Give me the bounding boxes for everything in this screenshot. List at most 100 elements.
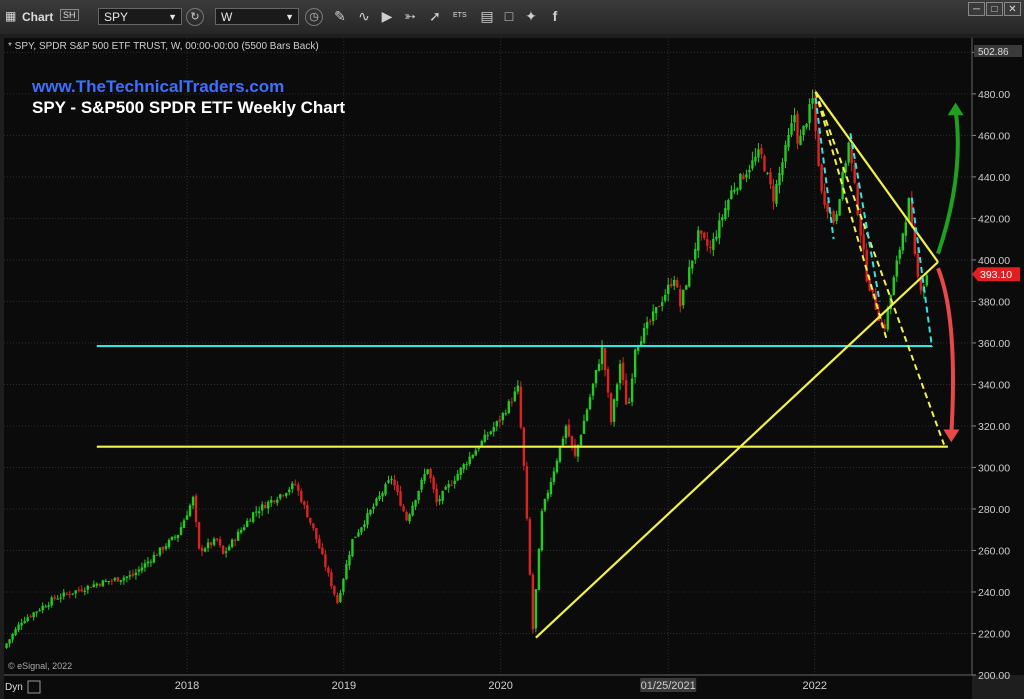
candle-body xyxy=(736,188,739,191)
candle-body xyxy=(724,208,727,219)
candle-body xyxy=(594,370,598,384)
candle-body xyxy=(772,185,775,202)
candle-body xyxy=(218,539,222,546)
candle-body xyxy=(414,500,417,507)
candle-body xyxy=(270,499,273,503)
candle-body xyxy=(850,144,853,164)
comment-icon[interactable]: □ xyxy=(504,8,514,24)
maximize-button[interactable]: □ xyxy=(986,2,1003,16)
interval-select[interactable]: W ▼ xyxy=(215,8,299,25)
candle-body xyxy=(832,211,835,223)
candle-body xyxy=(733,189,736,192)
candle-body xyxy=(321,547,324,554)
candle-body xyxy=(703,232,706,239)
candle-body xyxy=(387,480,390,483)
candle-body xyxy=(62,592,65,597)
candle-body xyxy=(802,125,805,135)
candle-body xyxy=(423,473,426,481)
candle-body xyxy=(23,621,26,623)
candle-body xyxy=(227,546,231,551)
candle-body xyxy=(312,523,315,529)
candle-body xyxy=(441,491,444,501)
interval-value: W xyxy=(221,10,233,24)
price-chart[interactable]: 200.00 220.00 240.00 260.00 280.00 300.00 320.… xyxy=(0,34,1024,699)
twitter-icon[interactable]: ✦ xyxy=(525,8,537,24)
candle-body xyxy=(354,536,357,538)
candle-body xyxy=(826,203,829,213)
play-icon[interactable]: ▶ xyxy=(381,8,393,24)
minimize-button[interactable]: ─ xyxy=(968,2,985,16)
candle-body xyxy=(285,493,288,496)
forecast-arrow-up xyxy=(936,110,960,255)
candle-body xyxy=(429,468,432,479)
candle-body xyxy=(176,535,180,539)
clock-icon[interactable]: ◷ xyxy=(305,8,323,26)
cursor-icon[interactable]: ➳ xyxy=(404,8,416,24)
candle-body xyxy=(483,434,486,443)
candle-body xyxy=(667,284,670,294)
facebook-icon[interactable]: f xyxy=(552,8,558,24)
y-axis xyxy=(972,38,1024,675)
candle-body xyxy=(805,123,808,128)
candle-body xyxy=(113,578,117,581)
candle-body xyxy=(814,96,817,131)
candle-body xyxy=(579,435,583,446)
candle-body xyxy=(676,280,679,288)
candle-body xyxy=(621,362,625,381)
candle-body xyxy=(474,450,477,456)
candle-body xyxy=(727,199,730,211)
symbol-input[interactable]: SPY ▼ xyxy=(98,8,182,25)
candle-body xyxy=(158,547,162,556)
etf-icon[interactable]: ETS xyxy=(453,12,467,19)
candle-body xyxy=(155,554,159,556)
candle-body xyxy=(688,267,691,287)
y-tick-label: 340.00 xyxy=(978,379,1010,391)
symbol-link-icon[interactable]: SH xyxy=(60,9,79,21)
candle-body xyxy=(609,393,613,423)
candle-body xyxy=(119,580,123,582)
candle-body xyxy=(26,617,29,621)
close-button[interactable]: ✕ xyxy=(1004,2,1021,16)
candle-body xyxy=(369,509,372,515)
candle-body xyxy=(170,536,174,540)
y-tick-label: 260.00 xyxy=(978,545,1010,557)
candle-body xyxy=(456,473,459,481)
candle-body xyxy=(239,529,243,533)
candle-body xyxy=(378,495,381,500)
symbol-value: SPY xyxy=(104,10,129,24)
expand-icon[interactable] xyxy=(27,680,41,694)
candle-body xyxy=(892,277,895,296)
curve-icon[interactable]: ∿ xyxy=(358,8,370,24)
website-label: www.TheTechnicalTraders.com xyxy=(31,77,284,96)
candle-body xyxy=(264,504,267,509)
candle-body xyxy=(561,438,565,446)
candle-body xyxy=(426,469,429,474)
trend-line-yellow xyxy=(535,261,939,639)
candle-body xyxy=(80,589,83,592)
candle-body xyxy=(682,289,685,306)
candle-body xyxy=(209,542,213,546)
candle-body xyxy=(203,548,207,552)
candle-body xyxy=(38,610,41,612)
candle-body xyxy=(248,520,252,522)
candle-body xyxy=(59,597,62,599)
candle-body xyxy=(606,369,610,393)
candle-body xyxy=(787,135,790,148)
candle-body xyxy=(718,220,721,238)
candle-body xyxy=(847,142,850,163)
trend-line-cyan-dashed xyxy=(910,197,933,348)
candle-body xyxy=(510,401,514,403)
candle-body xyxy=(651,311,655,322)
candle-body xyxy=(420,479,423,490)
link-icon[interactable]: ↻ xyxy=(186,8,204,26)
draw-tool-icon[interactable]: ➚ xyxy=(429,8,441,24)
candle-body xyxy=(549,482,553,495)
candle-body xyxy=(486,435,489,437)
candle-body xyxy=(745,174,748,178)
candle-body xyxy=(627,402,631,404)
candle-body xyxy=(360,527,363,533)
candle-body xyxy=(297,484,300,491)
pencil-icon[interactable]: ✎ xyxy=(334,8,346,24)
layout-icon[interactable]: ▤ xyxy=(480,8,494,24)
candle-body xyxy=(817,129,820,166)
